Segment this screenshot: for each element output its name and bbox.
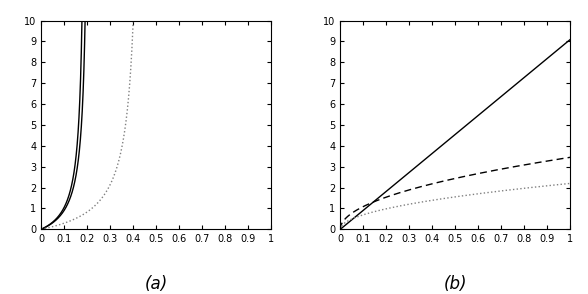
Text: (b): (b) <box>443 275 467 293</box>
Text: (a): (a) <box>145 275 168 293</box>
